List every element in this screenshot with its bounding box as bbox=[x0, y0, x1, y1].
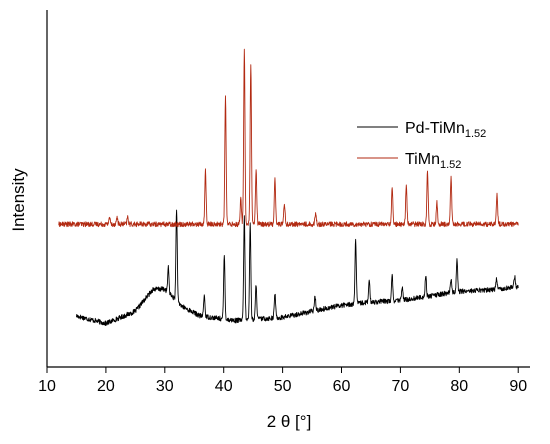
x-tick-label: 30 bbox=[156, 378, 174, 395]
plot-area: 10 20 30 40 50 60 70 80 90 bbox=[38, 10, 530, 395]
x-tick-label: 70 bbox=[392, 378, 410, 395]
x-tick-label: 40 bbox=[215, 378, 233, 395]
x-tick-label: 20 bbox=[97, 378, 115, 395]
x-axis-label: 2 θ [°] bbox=[267, 412, 312, 431]
legend-label-timn: TiMn1.52 bbox=[405, 151, 461, 171]
series-line-pd-timn bbox=[76, 209, 519, 326]
x-ticks: 10 20 30 40 50 60 70 80 90 bbox=[38, 367, 527, 395]
legend-label-pd-timn: Pd-TiMn1.52 bbox=[405, 120, 486, 140]
x-tick-label: 50 bbox=[274, 378, 292, 395]
series-layer bbox=[58, 48, 519, 326]
series-line-timn bbox=[58, 48, 519, 228]
y-axis-label: Intensity bbox=[9, 168, 28, 232]
x-tick-label: 90 bbox=[509, 378, 527, 395]
x-tick-label: 80 bbox=[450, 378, 468, 395]
x-tick-label: 60 bbox=[333, 378, 351, 395]
x-tick-label: 10 bbox=[38, 378, 56, 395]
legend: Pd-TiMn1.52 TiMn1.52 bbox=[357, 120, 486, 171]
